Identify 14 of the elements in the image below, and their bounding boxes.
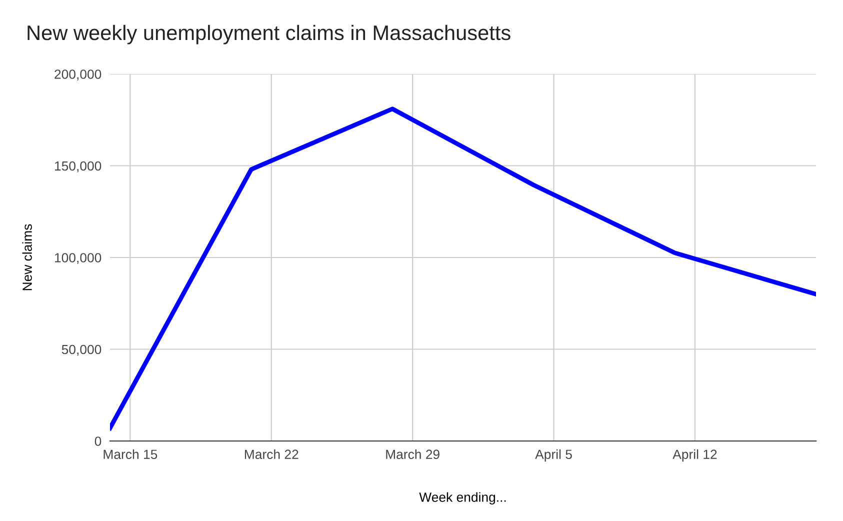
- y-tick-label: 150,000: [54, 161, 102, 172]
- chart-title: New weekly unemployment claims in Massachusetts: [28, 24, 510, 44]
- y-tick-label: 0: [94, 436, 102, 446]
- y-tick-label: 50,000: [62, 344, 102, 356]
- x-tick-label: March 29: [386, 449, 440, 460]
- x-tick-label: March 22: [244, 449, 298, 460]
- y-tick-label: 100,000: [54, 253, 102, 264]
- y-tick-label: 200,000: [54, 70, 102, 80]
- x-axis-title: Week ending...: [419, 492, 506, 504]
- line-series: [110, 106, 816, 430]
- x-tick-label: April 12: [672, 449, 717, 462]
- y-axis-title: New claims: [22, 224, 32, 290]
- x-tick-label: March 15: [104, 449, 158, 460]
- x-tick-label: April 5: [535, 449, 572, 462]
